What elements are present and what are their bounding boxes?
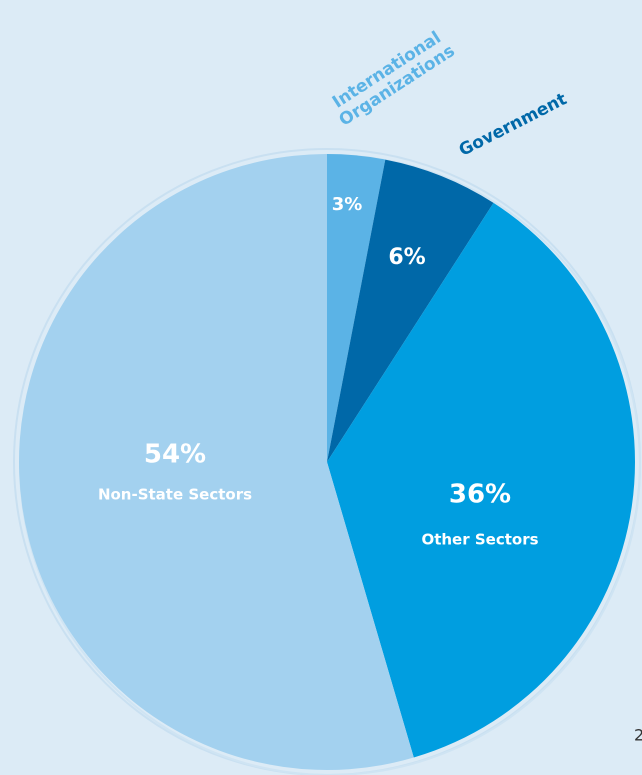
- pie: [19, 154, 636, 770]
- value-label: 3%: [332, 194, 363, 215]
- pie-slice: [19, 154, 414, 770]
- pie-slice: [327, 159, 494, 462]
- value-label: 6%: [388, 245, 425, 270]
- value-label: 36%: [449, 480, 511, 510]
- page-number: 2: [634, 726, 642, 745]
- pie-slice: [327, 154, 386, 462]
- category-label: Non-State Sectors: [98, 486, 252, 504]
- pie-slice: [327, 202, 636, 758]
- value-label: 54%: [144, 440, 206, 470]
- category-label: Other Sectors: [421, 531, 538, 549]
